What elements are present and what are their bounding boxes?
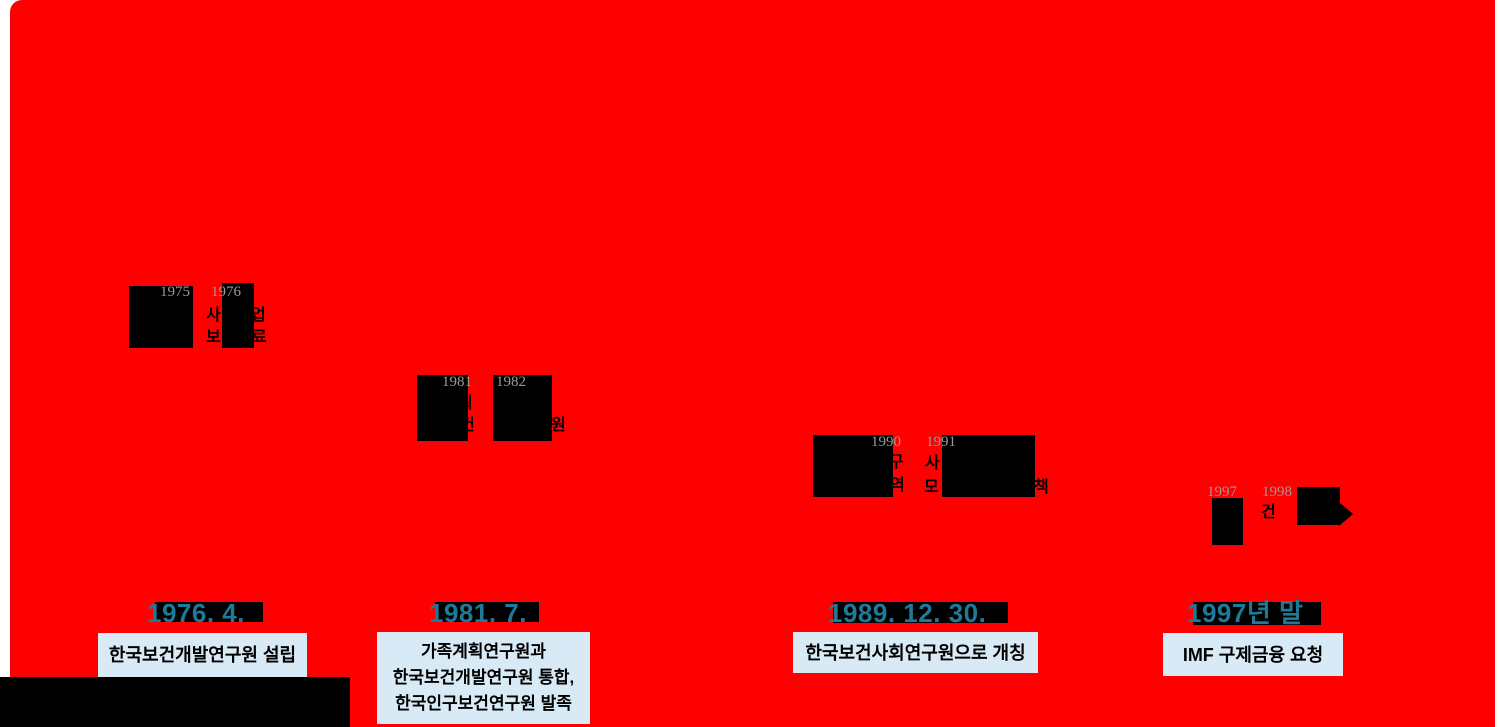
text-fragment: 책 (1034, 479, 1049, 496)
year-label: 1997 (1207, 484, 1237, 500)
redacted-image (222, 283, 254, 348)
redacted-image (493, 375, 552, 441)
date-label: 1989. 12. 30. (828, 598, 987, 628)
callout-line: 한국보건개발연구원 통합, (392, 668, 575, 687)
date-label: 1997년 말 (1187, 598, 1304, 628)
year-label: 1982 (496, 374, 526, 390)
text-fragment: 사 (206, 307, 221, 324)
year-label: 1976 (211, 284, 241, 300)
text-fragment: 사 (925, 455, 940, 472)
year-label: 1998 (1262, 484, 1292, 500)
date-label: 1976. 4. (147, 598, 245, 628)
text-fragment: 보 (206, 329, 221, 346)
event-callout: 한국보건개발연구원 설립 (98, 633, 307, 677)
date-backdrop (435, 602, 539, 622)
date-label: 1981. 7. (429, 598, 527, 628)
text-fragment: 업 (251, 307, 266, 324)
redacted-image (1297, 487, 1340, 525)
date-backdrop (1193, 602, 1321, 625)
text-fragment: 원 (551, 417, 566, 434)
text-fragment: 모 (924, 479, 939, 496)
arrow-right-icon (1339, 502, 1353, 526)
text-fragment: 건 (1261, 504, 1276, 521)
year-label: 1975 (160, 284, 190, 300)
text-fragment: 료 (252, 329, 267, 346)
year-label: 1991 (926, 434, 956, 450)
text-fragment: 획 (458, 395, 473, 412)
callout-line: 한국보건개발연구원 설립 (108, 645, 297, 665)
year-label: 1981 (442, 374, 472, 390)
redacted-image (813, 435, 893, 497)
year-label: 1990 (871, 434, 901, 450)
event-callout: IMF 구제금융 요청 (1163, 633, 1343, 676)
text-fragment: 역 (890, 477, 905, 494)
callout-line: 가족계획연구원과 (420, 642, 547, 661)
event-callout: 가족계획연구원과 한국보건개발연구원 통합, 한국인구보건연구원 발족 (377, 632, 590, 724)
text-fragment: 구 (889, 454, 904, 471)
date-backdrop (833, 602, 1008, 623)
event-callout: 한국보건사회연구원으로 개칭 (793, 632, 1038, 673)
callout-line: 한국보건사회연구원으로 개칭 (805, 642, 1026, 663)
redacted-image (417, 375, 468, 441)
date-backdrop (155, 602, 263, 622)
redacted-image (1212, 498, 1243, 545)
redacted-image (129, 286, 193, 348)
callout-line: 한국인구보건연구원 발족 (395, 694, 572, 713)
redacted-image (942, 435, 1035, 497)
callout-line: IMF 구제금융 요청 (1182, 644, 1324, 665)
redacted-block-bottom-left (0, 677, 350, 727)
text-fragment: 건 (460, 417, 475, 434)
